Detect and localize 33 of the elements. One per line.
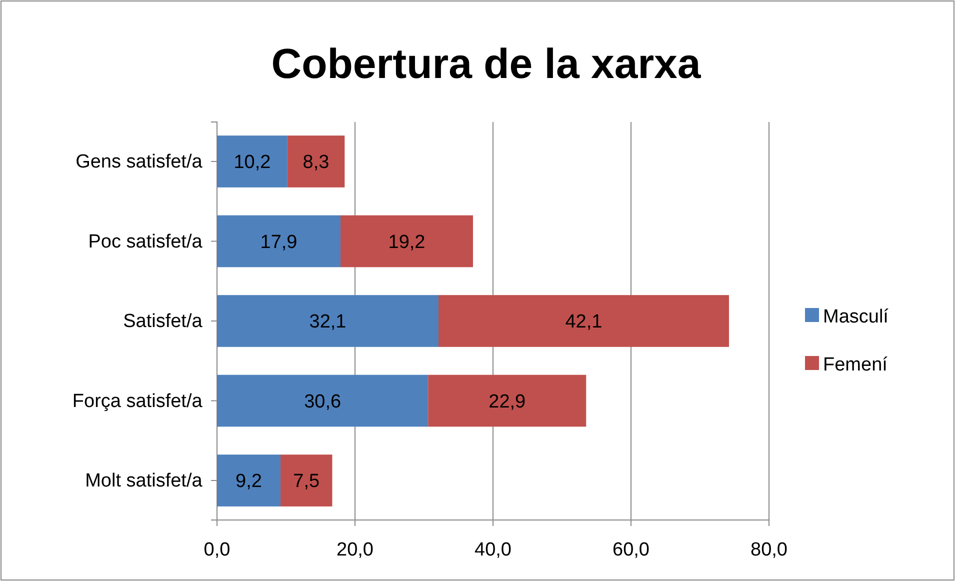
bar (217, 374, 428, 427)
x-tick-label: 40,0 (474, 540, 512, 561)
legend-label: Femení (823, 354, 888, 376)
bar (217, 215, 341, 268)
data-label: 22,9 (488, 391, 526, 412)
data-label: 17,9 (260, 232, 298, 253)
data-label: 8,3 (302, 152, 330, 174)
x-tick-label: 80,0 (750, 540, 788, 561)
data-label: 30,6 (304, 391, 342, 412)
bar (280, 454, 332, 506)
y-tick-label: Poc satisfet/a (88, 231, 203, 252)
bar (287, 136, 345, 188)
data-label: 19,2 (388, 232, 426, 253)
chart-title: Cobertura de la xarxa (271, 40, 702, 87)
bar (217, 454, 280, 506)
y-tick-label: Molt satisfet/a (85, 470, 203, 492)
x-tick-label: 60,0 (612, 540, 650, 561)
bar (428, 374, 586, 427)
bar (340, 215, 473, 268)
x-tick-label: 20,0 (336, 540, 374, 561)
y-tick-label: Gens satisfet/a (76, 152, 203, 173)
bar (438, 295, 729, 347)
bar (217, 295, 438, 347)
data-label: 32,1 (309, 312, 346, 333)
legend-label: Masculí (823, 306, 890, 328)
x-tick-label: 0,0 (204, 540, 230, 561)
data-label: 42,1 (565, 312, 602, 333)
data-label: 7,5 (293, 471, 320, 492)
data-label: 9,2 (236, 471, 262, 492)
data-label: 10,2 (234, 152, 271, 174)
y-tick-label: Satisfet/a (123, 311, 203, 332)
y-tick-label: Força satisfet/a (72, 390, 203, 412)
bar (217, 136, 288, 188)
